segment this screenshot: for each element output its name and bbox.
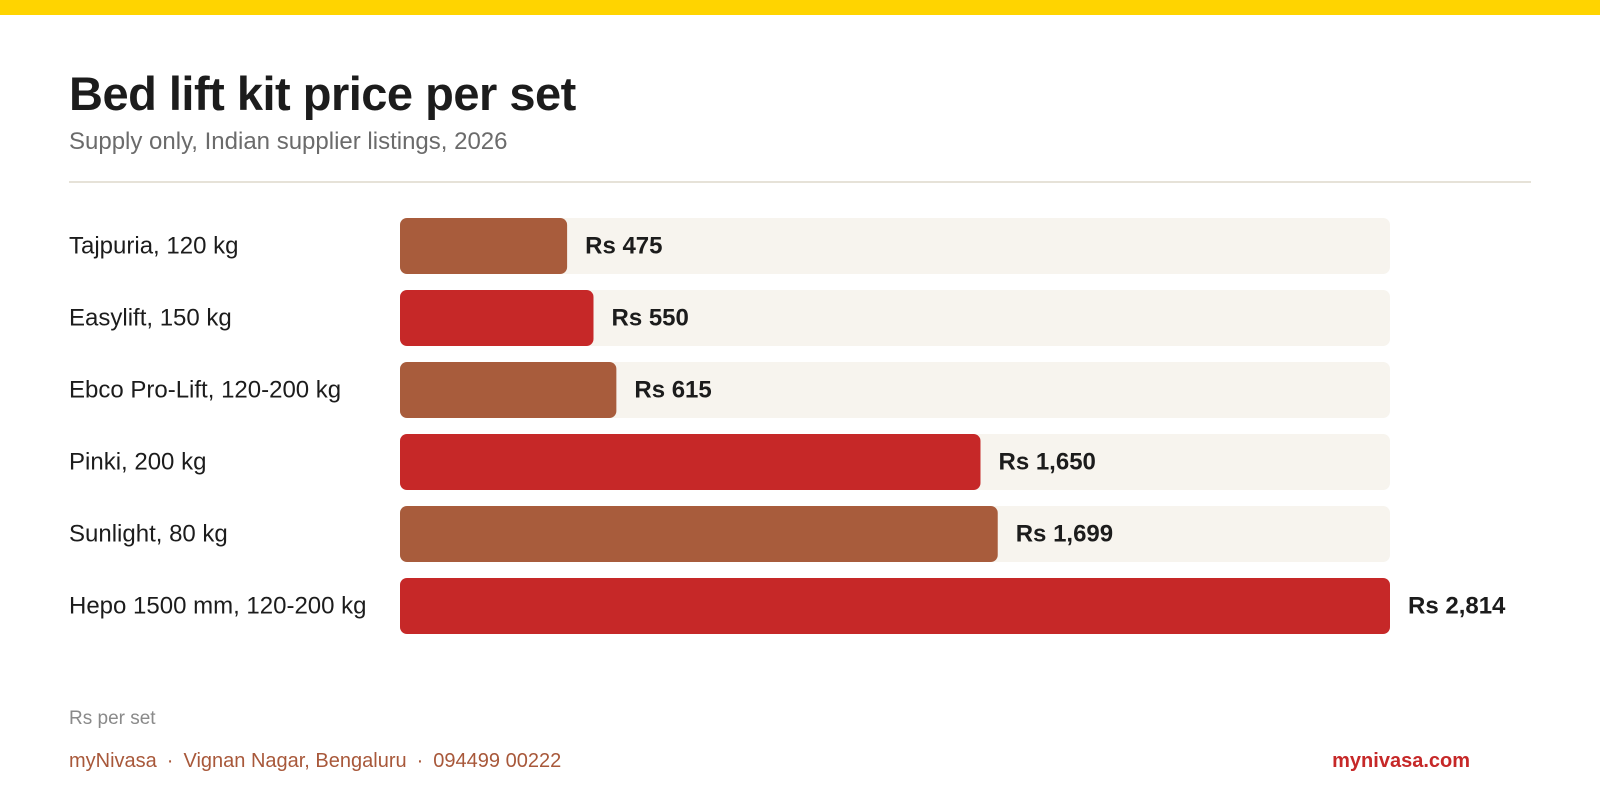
value-label: Rs 1,650 xyxy=(998,449,1095,476)
bar-track xyxy=(400,290,1390,346)
value-label: Rs 2,814 xyxy=(1408,593,1506,620)
category-label: Easylift, 150 kg xyxy=(69,305,232,332)
category-label: Tajpuria, 120 kg xyxy=(69,233,238,260)
footer-phone: 094499 00222 xyxy=(433,750,562,772)
value-label: Rs 615 xyxy=(634,377,711,404)
chart-subtitle: Supply only, Indian supplier listings, 2… xyxy=(69,128,508,155)
website-link[interactable]: mynivasa.com xyxy=(1332,750,1470,772)
footer-contact: myNivasa · Vignan Nagar, Bengaluru · 094499 … xyxy=(69,750,561,773)
footer-separator: · xyxy=(416,750,424,772)
chart-title: Bed lift kit price per set xyxy=(69,67,576,120)
bar xyxy=(400,506,998,562)
bar-track xyxy=(400,362,1390,418)
top-accent-bar xyxy=(0,0,1600,15)
bar xyxy=(400,434,981,490)
bar xyxy=(400,218,568,274)
bar xyxy=(400,290,594,346)
unit-note: Rs per set xyxy=(69,708,156,729)
footer-brand: myNivasa xyxy=(69,750,157,772)
category-label: Pinki, 200 kg xyxy=(69,449,206,476)
value-label: Rs 550 xyxy=(611,305,688,332)
header-divider xyxy=(69,181,1531,183)
category-label: Ebco Pro-Lift, 120-200 kg xyxy=(69,377,341,404)
value-label: Rs 1,699 xyxy=(1016,521,1113,548)
category-label: Hepo 1500 mm, 120-200 kg xyxy=(69,593,367,620)
bar-chart: Tajpuria, 120 kg Rs 475 Easylift, 150 kg Rs… xyxy=(69,218,1506,634)
category-label: Sunlight, 80 kg xyxy=(69,521,228,548)
bar xyxy=(400,578,1390,634)
value-label: Rs 475 xyxy=(585,233,662,260)
footer-separator: · xyxy=(166,750,174,772)
bar xyxy=(400,362,617,418)
bar-track xyxy=(400,218,1390,274)
footer-location: Vignan Nagar, Bengaluru xyxy=(183,750,407,772)
